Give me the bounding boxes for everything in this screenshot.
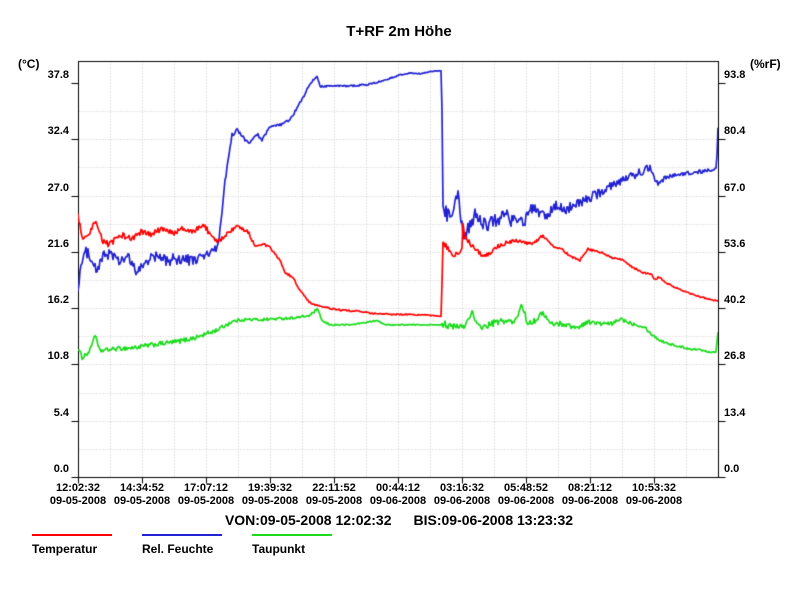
x-tick-date: 09-06-2008: [497, 495, 555, 507]
legend-line-rel-feuchte: [142, 534, 222, 536]
y-tick-label-right: 67.0: [724, 181, 746, 194]
y-tick-label-right: 40.2: [724, 294, 746, 307]
x-tick-label: 10:53:32 09-06-2008: [609, 482, 699, 508]
x-tick-label: 14:34:52 09-05-2008: [97, 482, 187, 508]
x-tick-date: 09-05-2008: [241, 495, 299, 507]
x-tick-time: 03:16:32: [439, 482, 485, 494]
x-tick-label: 08:21:12 09-06-2008: [545, 482, 635, 508]
x-tick-label: 03:16:32 09-06-2008: [417, 482, 507, 508]
legend-label-rel-feuchte: Rel. Feuchte: [142, 542, 214, 556]
legend-line-temperatur: [32, 534, 112, 536]
x-tick-date: 09-05-2008: [49, 495, 107, 507]
x-tick-date: 09-05-2008: [305, 495, 363, 507]
x-tick-time: 14:34:52: [119, 482, 165, 494]
x-tick-date: 09-06-2008: [433, 495, 491, 507]
x-tick-date: 09-06-2008: [625, 495, 683, 507]
x-tick-label: 00:44:12 09-06-2008: [353, 482, 443, 508]
x-tick-date: 09-05-2008: [177, 495, 235, 507]
y-tick-label-left: 0.0: [53, 463, 69, 475]
y-tick-label-right: 13.4: [724, 406, 746, 419]
range-end-label: BIS:09-06-2008 13:23:32: [413, 512, 574, 528]
y-tick-label-right: 26.8: [724, 350, 746, 363]
x-tick-time: 00:44:12: [375, 482, 421, 494]
range-start-label: VON:09-05-2008 12:02:32: [224, 512, 392, 528]
legend-entry-rel-feuchte: Rel. Feuchte: [142, 534, 232, 556]
x-tick-time: 05:48:52: [503, 482, 549, 494]
time-range-footer: VON:09-05-2008 12:02:32 BIS:09-06-2008 13…: [0, 512, 798, 528]
x-tick-label: 12:02:32 09-05-2008: [33, 482, 123, 508]
x-tick-time: 22:11:52: [312, 482, 356, 494]
legend-entry-taupunkt: Taupunkt: [252, 534, 342, 556]
x-tick-date: 09-06-2008: [561, 495, 619, 507]
legend-label-taupunkt: Taupunkt: [252, 542, 306, 556]
chart-title: T+RF 2m Höhe: [346, 23, 452, 40]
y-tick-label-right: 53.6: [724, 237, 746, 250]
y-tick-label-right: 80.4: [724, 125, 746, 138]
right-axis-unit-label: (%rF): [750, 57, 781, 71]
x-tick-time: 08:21:12: [567, 482, 613, 494]
y-tick-label-left: 16.2: [47, 294, 69, 307]
x-tick-label: 17:07:12 09-05-2008: [161, 482, 251, 508]
legend-label-temperatur: Temperatur: [32, 542, 98, 556]
x-tick-label: 05:48:52 09-06-2008: [481, 482, 571, 508]
x-tick-time: 19:39:32: [247, 482, 293, 494]
y-tick-label-left: 27.0: [47, 181, 69, 194]
y-tick-label-left: 21.6: [47, 237, 69, 250]
y-tick-label-left: 37.8: [47, 69, 69, 81]
x-tick-time: 17:07:12: [183, 482, 229, 494]
y-tick-label-left: 32.4: [47, 125, 69, 138]
x-tick-time: 10:53:32: [631, 482, 677, 494]
y-tick-label-left: 5.4: [53, 406, 69, 419]
x-tick-label: 22:11:52 09-05-2008: [289, 482, 379, 508]
legend-line-taupunkt: [252, 534, 332, 536]
x-tick-label: 19:39:32 09-05-2008: [225, 482, 315, 508]
legend-entry-temperatur: Temperatur: [32, 534, 122, 556]
y-tick-label-left: 10.8: [47, 350, 69, 363]
y-tick-label-right: 93.8: [724, 69, 746, 81]
left-axis-unit-label: (°C): [18, 57, 40, 71]
x-tick-date: 09-06-2008: [369, 495, 427, 507]
x-tick-date: 09-05-2008: [113, 495, 171, 507]
x-tick-time: 12:02:32: [55, 482, 101, 494]
y-tick-label-right: 0.0: [724, 463, 740, 475]
